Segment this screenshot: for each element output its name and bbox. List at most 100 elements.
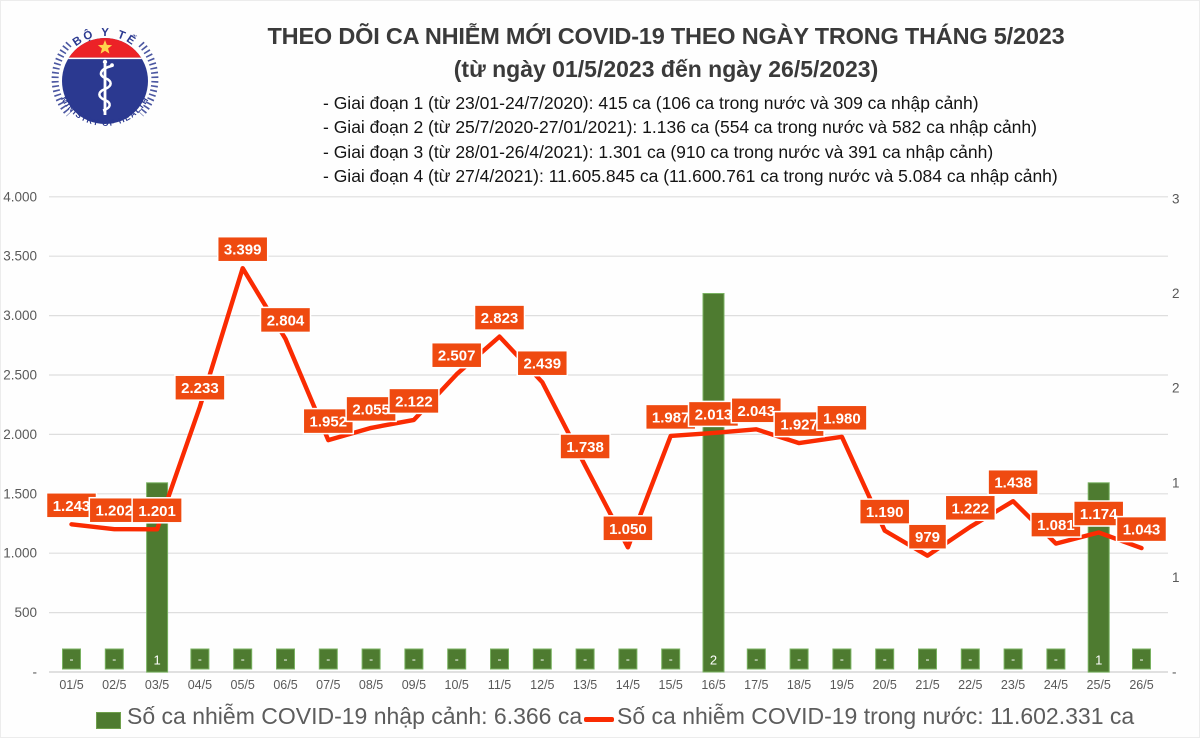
bar-zero-02/5 [104, 648, 124, 670]
x-tick-18/5: 18/5 [787, 678, 811, 692]
bar-value-label: 2 [710, 653, 717, 668]
bar-value-label: - [540, 652, 544, 666]
bar-value-label: - [241, 652, 245, 666]
data-label-box-11/5 [473, 304, 526, 331]
left-axis: - 500 1.000 1.500 2.000 2.500 3.000 3.500 4.000 [3, 189, 37, 679]
x-tick-21/5: 21/5 [915, 678, 939, 692]
bar-value-label: - [198, 652, 202, 666]
x-tick-03/5: 03/5 [145, 678, 169, 692]
bar-25/5 [1087, 482, 1110, 673]
phase-note-3: - Giai đoạn 3 (từ 28/01-26/4/2021): 1.30… [323, 141, 994, 162]
x-tick-13/5: 13/5 [573, 678, 597, 692]
data-label-text: 1.201 [138, 503, 176, 520]
x-tick-15/5: 15/5 [659, 678, 683, 692]
bar-zero-11/5 [490, 648, 509, 670]
data-label-text: 2.439 [524, 356, 562, 373]
data-label-text: 1.043 [1123, 522, 1161, 539]
data-label-text: 1.927 [780, 417, 818, 434]
moh-logo-svg: BỘ Y TẾ MINISTRY OF HEALTH [51, 27, 159, 128]
data-label-text: 1.081 [1037, 517, 1075, 534]
bar-value-label: - [70, 652, 74, 666]
gridlines [49, 196, 1168, 673]
logo-hatch-right [138, 41, 159, 117]
bar-zero-01/5 [62, 648, 81, 670]
data-label-text: 2.823 [481, 310, 519, 327]
right-axis-tick: 1 [1172, 570, 1180, 585]
data-label-box-20/5 [858, 498, 911, 525]
line-series [69, 266, 1144, 558]
left-axis-tick: 1.000 [3, 546, 37, 561]
right-axis-tick: 1 [1172, 475, 1180, 490]
data-label-text: 1.738 [566, 439, 604, 456]
data-label-text: 2.043 [738, 403, 776, 420]
data-label-text: 2.055 [352, 401, 390, 418]
bar-value-label: - [326, 652, 330, 666]
data-label-text: 1.438 [994, 475, 1032, 492]
x-tick-22/5: 22/5 [958, 678, 982, 692]
right-axis-tick: 2 [1172, 286, 1180, 301]
bar-zero-22/5 [960, 648, 980, 670]
bar-value-label: - [754, 652, 758, 666]
data-label-text: 2.122 [395, 393, 433, 410]
bar-value-label: - [968, 652, 972, 666]
bar-zero-18/5 [789, 648, 809, 670]
bar-value-label: - [626, 652, 630, 666]
bar-value-label: - [797, 652, 801, 666]
x-tick-26/5: 26/5 [1129, 678, 1153, 692]
bar-zero-10/5 [447, 648, 467, 670]
x-tick-24/5: 24/5 [1044, 678, 1068, 692]
data-label-box-26/5 [1115, 515, 1168, 543]
x-tick-17/5: 17/5 [744, 678, 768, 692]
data-label-box-04/5 [174, 374, 226, 401]
bar-zero-17/5 [746, 648, 766, 670]
x-tick-02/5: 02/5 [102, 678, 126, 692]
bar-value-label: - [369, 652, 373, 666]
data-label-text: 1.174 [1080, 506, 1118, 523]
x-tick-16/5: 16/5 [701, 678, 725, 692]
bar-series: - - 1 - - - - - - - - - - - - 2 - - - - - - - - 1 - [62, 293, 1151, 673]
x-tick-06/5: 06/5 [273, 678, 297, 692]
bar-value-label: - [1054, 652, 1058, 666]
bar-zero-12/5 [532, 648, 552, 670]
data-label-box-07/5 [302, 407, 355, 435]
bar-zero-24/5 [1046, 648, 1066, 670]
logo-divider [62, 57, 148, 60]
x-axis: 01/5 02/5 03/5 04/5 05/5 06/5 07/5 08/5 09/5 10/5… [59, 678, 1153, 692]
star-icon [97, 40, 113, 54]
data-label-text: 1.190 [866, 504, 904, 521]
phase-note-1: - Giai đoạn 1 (từ 23/01-24/7/2020): 415 … [323, 93, 979, 113]
data-labels: 1.243 1.202 1.201 2.233 3.399 2.804 1.9522.055… [45, 235, 1168, 550]
bar-value-label: - [840, 652, 844, 666]
x-tick-19/5: 19/5 [830, 678, 854, 692]
left-axis-tick: 500 [14, 605, 37, 620]
bar-zero-08/5 [361, 648, 381, 670]
phase-notes: - Giai đoạn 1 (từ 23/01-24/7/2020): 415 … [323, 91, 1058, 188]
x-tick-07/5: 07/5 [316, 678, 340, 692]
data-label-text: 1.980 [823, 410, 861, 427]
bar-value-label: - [883, 652, 887, 666]
bar-zero-07/5 [318, 648, 338, 670]
data-label-text: 1.050 [609, 521, 647, 538]
bar-zero-26/5 [1132, 648, 1151, 670]
x-tick-10/5: 10/5 [445, 678, 469, 692]
data-label-box-19/5 [816, 404, 868, 432]
right-axis-tick: 3 [1172, 191, 1180, 206]
data-label-text: 1.202 [96, 503, 134, 520]
data-label-box-25/5 [1072, 500, 1125, 527]
bar-value-label: 1 [153, 653, 160, 668]
data-label-text: 1.243 [53, 498, 91, 515]
bar-zero-23/5 [1003, 648, 1023, 670]
bar-value-label: - [583, 652, 587, 666]
logo-hatch-left [51, 41, 72, 117]
left-axis-tick: - [33, 665, 38, 680]
data-label-box-22/5 [944, 494, 997, 522]
data-label-box-05/5 [216, 235, 269, 263]
data-label-text: 2.233 [181, 380, 219, 397]
data-label-text: 2.804 [267, 312, 305, 329]
bar-zero-20/5 [875, 648, 895, 670]
x-tick-09/5: 09/5 [402, 678, 426, 692]
bar-value-label: - [1011, 652, 1015, 666]
data-label-text: 2.507 [438, 348, 476, 365]
bar-zero-21/5 [918, 648, 937, 670]
bar-value-label: - [455, 652, 459, 666]
